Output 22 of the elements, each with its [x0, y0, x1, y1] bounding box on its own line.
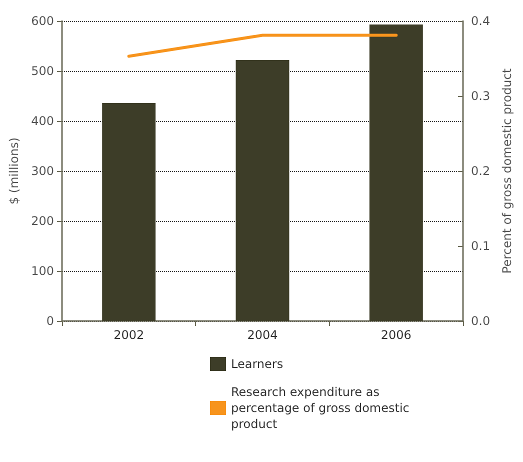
y-tick-label: 100 — [31, 264, 54, 278]
x-tick-label: 2004 — [247, 328, 278, 342]
y-tick-label: 200 — [31, 214, 54, 228]
y-axis-title: $ (millions) — [7, 137, 22, 205]
legend-label: Research expenditure as percentage of gross domestic product — [231, 385, 414, 431]
y2-tick-label: 0.3 — [471, 89, 490, 103]
y2-tick-label: 0.1 — [471, 239, 490, 253]
y-tick-label: 300 — [31, 164, 54, 178]
y2-tick-label: 0.0 — [471, 314, 490, 328]
bar — [236, 60, 290, 321]
bar — [369, 24, 423, 321]
x-tick-label: 2002 — [114, 328, 144, 342]
y-tick-label: 600 — [31, 14, 54, 28]
y2-tick-label: 0.2 — [471, 164, 490, 178]
legend-label: Learners — [231, 357, 284, 371]
x-tick-label: 2006 — [380, 328, 412, 342]
y2-axis-title: Percent of gross domestic product — [500, 68, 514, 274]
y-tick-label: 400 — [31, 114, 54, 128]
y-tick-label: 500 — [31, 64, 54, 78]
y-tick-label: 0 — [46, 314, 54, 328]
bar — [102, 103, 156, 321]
y2-tick-label: 0.4 — [471, 14, 490, 28]
